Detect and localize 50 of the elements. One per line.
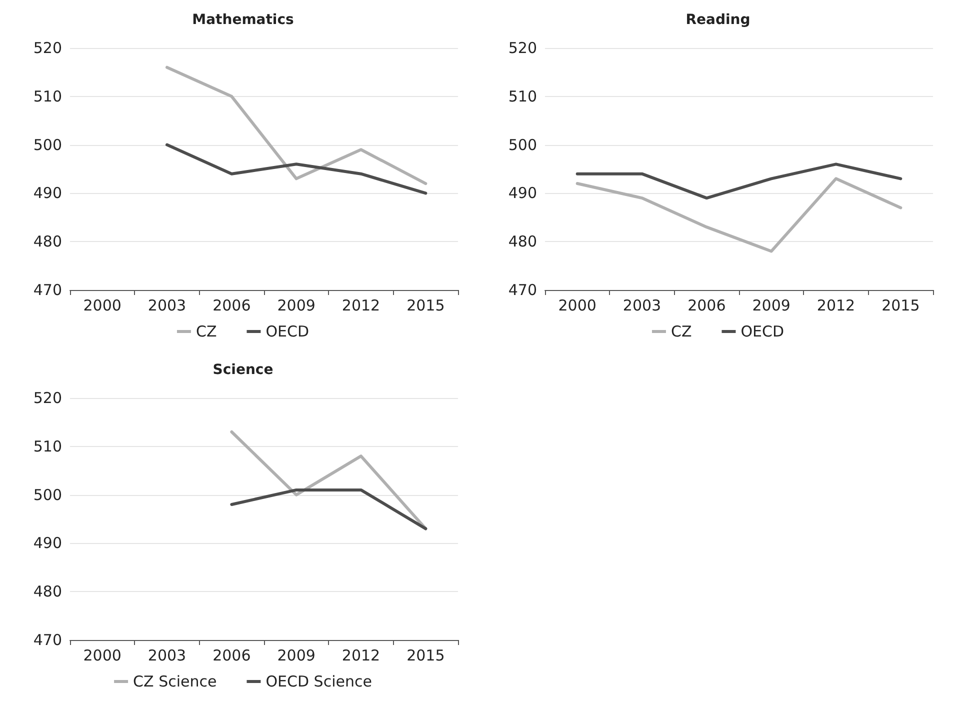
x-tick-label: 2006	[212, 296, 251, 314]
x-tick-label: 2009	[277, 646, 316, 664]
x-tick-label: 2009	[277, 296, 316, 314]
y-tick-label: 520	[33, 389, 62, 407]
line-series	[576, 177, 902, 253]
y-tick-label: 490	[508, 184, 537, 202]
line-series	[166, 143, 428, 195]
x-tick-label: 2012	[816, 296, 856, 314]
y-tick-label: 470	[33, 281, 62, 299]
line-series	[166, 66, 428, 186]
x-tick-label: 2015	[406, 296, 445, 314]
x-tick-label: 2003	[148, 296, 186, 314]
y-tick-label: 510	[508, 87, 537, 106]
x-tick-label: 2006	[212, 646, 251, 664]
x-tick-label: 2009	[752, 296, 790, 314]
legend-label: OECD	[740, 322, 784, 340]
y-tick-label: 520	[33, 39, 62, 57]
x-tick-label: 2015	[406, 646, 445, 664]
x-tick-label: 2012	[342, 296, 380, 314]
y-tick-label: 480	[33, 582, 62, 601]
x-tick-label: 2003	[148, 646, 186, 664]
x-tick-label: 2006	[688, 296, 726, 314]
y-tick-label: 490	[33, 184, 62, 202]
y-tick-label: 500	[508, 136, 537, 154]
x-tick-label: 2003	[622, 296, 662, 314]
x-tick-label: 2000	[558, 296, 596, 314]
x-tick-label: 2015	[882, 296, 920, 314]
y-tick-label: 490	[33, 534, 62, 552]
legend-label: CZ Science	[133, 672, 217, 690]
y-tick-label: 470	[508, 281, 537, 299]
y-tick-label: 480	[33, 232, 62, 251]
y-tick-label: 510	[33, 437, 62, 456]
y-tick-label: 500	[33, 486, 62, 504]
y-tick-label: 500	[33, 136, 62, 154]
x-tick-label: 2000	[83, 296, 122, 314]
legend-label: OECD Science	[266, 672, 372, 690]
legend-label: OECD	[266, 322, 310, 340]
y-tick-label: 470	[33, 631, 62, 649]
chart-title: Mathematics	[192, 12, 294, 28]
x-tick-label: 2000	[83, 646, 122, 664]
x-tick-label: 2012	[342, 646, 380, 664]
legend-label: CZ	[196, 322, 217, 340]
y-tick-label: 510	[33, 87, 62, 106]
line-series	[230, 430, 428, 530]
chart-title: Science	[212, 362, 274, 378]
legend-label: CZ	[670, 322, 692, 340]
line-series	[576, 162, 902, 200]
y-tick-label: 520	[508, 39, 537, 57]
chart-title: Reading	[686, 12, 750, 28]
y-tick-label: 480	[508, 232, 537, 251]
